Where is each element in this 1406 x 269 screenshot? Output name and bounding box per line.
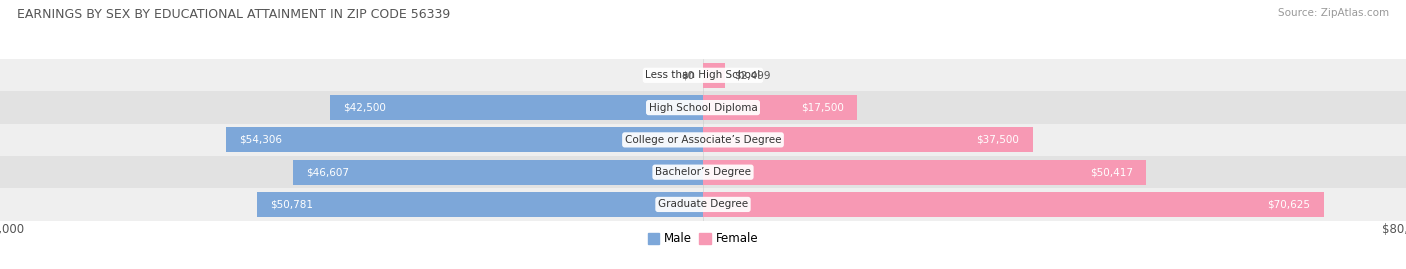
Bar xyxy=(226,127,703,153)
Bar xyxy=(703,192,1323,217)
Text: EARNINGS BY SEX BY EDUCATIONAL ATTAINMENT IN ZIP CODE 56339: EARNINGS BY SEX BY EDUCATIONAL ATTAINMEN… xyxy=(17,8,450,21)
Bar xyxy=(703,95,856,120)
Text: Bachelor’s Degree: Bachelor’s Degree xyxy=(655,167,751,177)
Text: $50,781: $50,781 xyxy=(270,199,314,210)
Text: College or Associate’s Degree: College or Associate’s Degree xyxy=(624,135,782,145)
Text: High School Diploma: High School Diploma xyxy=(648,102,758,113)
Bar xyxy=(703,63,725,88)
Bar xyxy=(294,160,703,185)
Text: Graduate Degree: Graduate Degree xyxy=(658,199,748,210)
Bar xyxy=(0,59,1406,91)
Bar xyxy=(0,156,1406,188)
Text: $54,306: $54,306 xyxy=(239,135,283,145)
Text: $50,417: $50,417 xyxy=(1090,167,1133,177)
Text: $42,500: $42,500 xyxy=(343,102,385,113)
Text: Less than High School: Less than High School xyxy=(645,70,761,80)
Bar xyxy=(0,188,1406,221)
Text: $70,625: $70,625 xyxy=(1267,199,1310,210)
Legend: Male, Female: Male, Female xyxy=(643,228,763,250)
Bar xyxy=(329,95,703,120)
Bar xyxy=(703,127,1032,153)
Text: $46,607: $46,607 xyxy=(307,167,350,177)
Bar xyxy=(703,160,1146,185)
Text: $0: $0 xyxy=(681,70,695,80)
Bar xyxy=(0,124,1406,156)
Text: $17,500: $17,500 xyxy=(801,102,844,113)
Bar xyxy=(257,192,703,217)
Text: $2,499: $2,499 xyxy=(734,70,770,80)
Bar xyxy=(0,91,1406,124)
Text: Source: ZipAtlas.com: Source: ZipAtlas.com xyxy=(1278,8,1389,18)
Text: $37,500: $37,500 xyxy=(977,135,1019,145)
